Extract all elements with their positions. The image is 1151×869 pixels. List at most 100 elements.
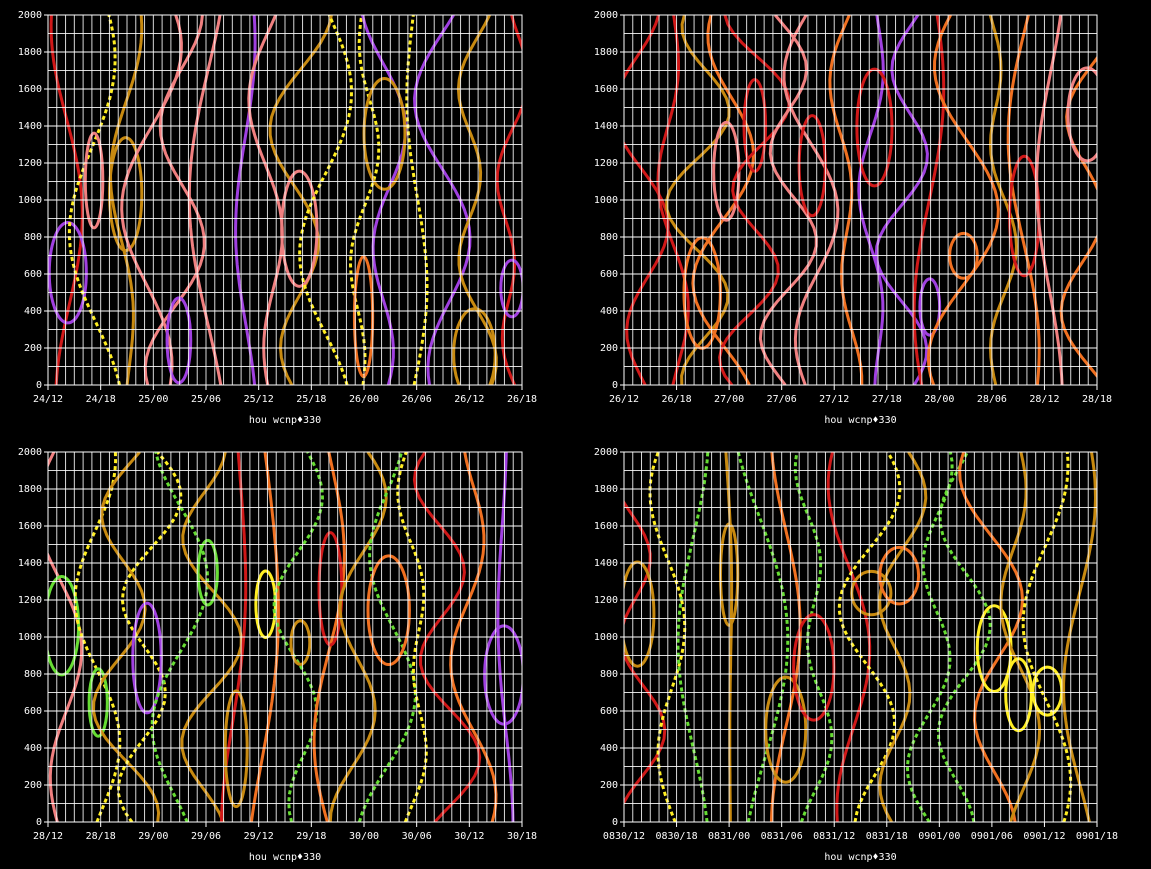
panel: 0 200 400 600 800 1000 1200 1400 1600 1800 2000 083… bbox=[594, 447, 1118, 863]
x-tick-label: 30/06 bbox=[402, 831, 432, 842]
y-tick-label: 600 bbox=[600, 269, 618, 280]
x-tick-label: 28/12 bbox=[1029, 394, 1059, 405]
x-tick-label: 30/18 bbox=[507, 831, 537, 842]
contour-loop bbox=[317, 531, 344, 647]
plot-frame bbox=[47, 14, 523, 386]
y-tick-label: 600 bbox=[24, 706, 42, 717]
contour-line bbox=[348, 15, 381, 385]
y-tick-label: 800 bbox=[24, 232, 42, 243]
contour-loop bbox=[742, 78, 768, 173]
contour-loop bbox=[48, 575, 81, 677]
contour-loop bbox=[1066, 66, 1097, 163]
x-tick-label: 28/06 bbox=[977, 394, 1007, 405]
y-tick-label: 1200 bbox=[594, 158, 618, 169]
x-tick-label: 26/18 bbox=[662, 394, 692, 405]
y-tick-label: 1400 bbox=[594, 558, 618, 569]
y-tick-label: 1600 bbox=[594, 521, 618, 532]
contour-line bbox=[624, 499, 667, 806]
y-tick-label: 1400 bbox=[18, 558, 42, 569]
y-tick-label: 1600 bbox=[594, 84, 618, 95]
y-tick-label: 1000 bbox=[18, 632, 42, 643]
panel: 0 200 400 600 800 1000 1200 1400 1600 1800 2000 26/… bbox=[594, 10, 1112, 426]
x-tick-label: 29/00 bbox=[138, 831, 168, 842]
x-tick-label: 24/12 bbox=[33, 394, 63, 405]
x-tick-label: 27/18 bbox=[872, 394, 902, 405]
x-axis-label: hou wcnp♦330 bbox=[249, 415, 321, 426]
x-tick-label: 28/12 bbox=[33, 831, 63, 842]
y-tick-label: 2000 bbox=[18, 10, 42, 21]
x-tick-label: 0901/12 bbox=[1023, 831, 1065, 842]
y-tick-label: 400 bbox=[600, 306, 618, 317]
contour-line bbox=[405, 15, 429, 385]
panel: 0 200 400 600 800 1000 1200 1400 1600 1800 2000 28/… bbox=[18, 447, 537, 863]
y-tick-label: 1200 bbox=[594, 595, 618, 606]
panel: 0 200 400 600 800 1000 1200 1400 1600 1800 2000 24/… bbox=[18, 10, 537, 426]
y-tick-label: 1800 bbox=[18, 47, 42, 58]
x-tick-label: 28/18 bbox=[1082, 394, 1112, 405]
y-tick-label: 0 bbox=[612, 380, 618, 391]
contour-line bbox=[905, 452, 954, 822]
x-tick-label: 0901/00 bbox=[918, 831, 960, 842]
plot-frame bbox=[47, 451, 523, 823]
y-tick-label: 200 bbox=[24, 343, 42, 354]
y-tick-label: 800 bbox=[600, 232, 618, 243]
y-tick-label: 1000 bbox=[18, 195, 42, 206]
x-tick-label: 0830/18 bbox=[655, 831, 697, 842]
y-tick-label: 1200 bbox=[18, 158, 42, 169]
x-tick-label: 0901/18 bbox=[1076, 831, 1118, 842]
contour-loop bbox=[712, 120, 741, 222]
contour-loop bbox=[83, 131, 105, 230]
contour-loop bbox=[855, 67, 894, 188]
y-tick-label: 0 bbox=[36, 380, 42, 391]
contour-loop bbox=[452, 307, 497, 385]
y-tick-label: 1600 bbox=[18, 521, 42, 532]
plot-frame bbox=[623, 451, 1098, 823]
x-tick-label: 30/12 bbox=[454, 831, 484, 842]
x-tick-label: 0831/06 bbox=[761, 831, 803, 842]
plot-frame bbox=[623, 14, 1098, 386]
x-tick-label: 0830/12 bbox=[603, 831, 645, 842]
y-tick-label: 200 bbox=[600, 780, 618, 791]
y-tick-label: 2000 bbox=[594, 447, 618, 458]
y-tick-label: 200 bbox=[24, 780, 42, 791]
y-tick-label: 200 bbox=[600, 343, 618, 354]
x-tick-label: 26/12 bbox=[609, 394, 639, 405]
y-tick-label: 0 bbox=[36, 817, 42, 828]
y-tick-label: 2000 bbox=[594, 10, 618, 21]
contour-loop bbox=[223, 689, 249, 809]
contour-loop bbox=[878, 545, 921, 606]
x-tick-label: 29/18 bbox=[296, 831, 326, 842]
y-tick-label: 1400 bbox=[18, 121, 42, 132]
contour-line bbox=[116, 452, 183, 822]
x-tick-label: 30/00 bbox=[349, 831, 379, 842]
contour-loop bbox=[289, 619, 312, 666]
contour-loop bbox=[165, 296, 193, 385]
y-tick-label: 1400 bbox=[594, 121, 618, 132]
x-tick-label: 26/06 bbox=[402, 394, 432, 405]
contour-line bbox=[357, 452, 417, 822]
contour-loop bbox=[48, 220, 88, 325]
x-tick-label: 26/00 bbox=[349, 394, 379, 405]
contours bbox=[48, 15, 522, 385]
x-axis-label: hou wcnp♦330 bbox=[824, 415, 896, 426]
y-tick-label: 400 bbox=[24, 743, 42, 754]
contour-loop bbox=[280, 169, 319, 288]
x-tick-label: 26/18 bbox=[507, 394, 537, 405]
x-tick-label: 0831/18 bbox=[866, 831, 908, 842]
x-tick-label: 29/06 bbox=[191, 831, 221, 842]
contour-line bbox=[150, 452, 210, 822]
contour-loop bbox=[87, 667, 109, 738]
y-tick-label: 1600 bbox=[18, 84, 42, 95]
x-tick-label: 0831/00 bbox=[708, 831, 750, 842]
x-tick-label: 25/18 bbox=[296, 394, 326, 405]
x-axis-label: hou wcnp♦330 bbox=[824, 852, 896, 863]
contour-loop bbox=[797, 114, 827, 218]
y-tick-label: 1000 bbox=[594, 632, 618, 643]
x-tick-label: 29/12 bbox=[244, 831, 274, 842]
x-tick-label: 25/06 bbox=[191, 394, 221, 405]
y-tick-label: 1800 bbox=[594, 484, 618, 495]
x-tick-label: 25/12 bbox=[244, 394, 274, 405]
contour-loop bbox=[131, 601, 163, 715]
contour-loop bbox=[624, 560, 656, 668]
